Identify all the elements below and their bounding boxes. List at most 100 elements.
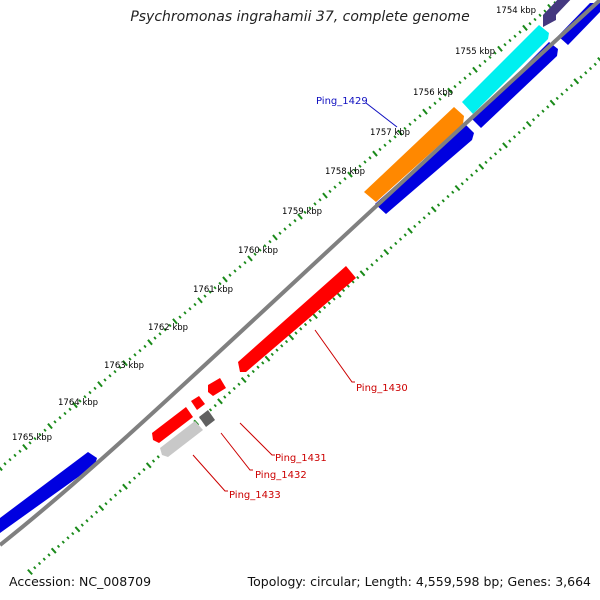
inner-minor-tick [66, 536, 70, 540]
outer-minor-tick [138, 348, 142, 353]
inner-minor-tick [90, 514, 94, 519]
gene-red-small-arrow[interactable] [191, 396, 205, 410]
inner-minor-tick [227, 391, 232, 395]
map-title: Psychromonas ingrahamii 37, complete gen… [130, 9, 470, 25]
outer-major-tick [47, 422, 53, 430]
outer-major-tick [197, 297, 203, 304]
outer-major-tick [397, 129, 403, 136]
inner-minor-tick [413, 224, 417, 229]
kbp-label-group: 1754 kbp 1755 kbp 1756 kbp 1757 kbp 1758 kbp… [12, 6, 536, 443]
outer-minor-tick [38, 432, 42, 437]
inner-minor-tick [579, 75, 583, 79]
outer-minor-tick [478, 63, 482, 68]
outer-minor-tick [133, 353, 137, 357]
outer-minor-tick [328, 189, 332, 194]
outer-minor-tick [43, 428, 47, 432]
inner-minor-tick [588, 66, 593, 71]
inner-major-tick [407, 227, 413, 234]
inner-minor-tick [370, 263, 374, 267]
gene-blue-arrow-top[interactable] [558, 3, 600, 45]
inner-minor-tick [213, 403, 217, 408]
gene-ping-1431-arrow[interactable] [208, 378, 226, 396]
inner-minor-tick [85, 519, 89, 523]
inner-minor-tick [484, 160, 488, 165]
gene-cyan-arrow[interactable] [462, 25, 549, 114]
kbp-label: 1765 kbp [12, 433, 52, 443]
callout-line-1429 [365, 102, 398, 128]
inner-minor-tick [541, 109, 545, 113]
kbp-label: 1754 kbp [496, 6, 536, 16]
inner-minor-tick [80, 523, 84, 527]
gene-label-ping-1433[interactable]: Ping_1433 [229, 490, 281, 501]
outer-minor-tick [503, 42, 507, 47]
gene-ping-1430-arrow[interactable] [238, 266, 356, 372]
inner-tick-ring [27, 56, 600, 576]
outer-minor-tick [58, 416, 62, 420]
inner-minor-tick [522, 126, 526, 130]
outer-major-tick [172, 318, 178, 325]
inner-major-tick [288, 334, 295, 341]
outer-minor-tick [158, 332, 162, 336]
outer-minor-tick [153, 336, 157, 340]
outer-minor-tick [253, 252, 257, 256]
outer-major-tick [422, 108, 428, 115]
gene-ping-1429-arrow[interactable] [364, 107, 464, 202]
inner-minor-tick [94, 510, 99, 514]
outer-minor-tick [388, 139, 392, 143]
inner-minor-tick [546, 105, 550, 109]
outer-minor-tick [528, 22, 532, 26]
gene-ping-1433-arrow[interactable] [152, 407, 193, 443]
outer-minor-tick [33, 437, 37, 441]
gene-blue-arrow-left[interactable] [0, 452, 97, 533]
outer-minor-tick [428, 105, 432, 110]
gene-blue-arrow-middle[interactable] [375, 124, 474, 214]
outer-major-tick [97, 381, 103, 388]
outer-minor-tick [53, 420, 57, 424]
gene-blue-arrow-upper[interactable] [472, 42, 558, 128]
outer-minor-tick [483, 59, 487, 64]
inner-major-tick [50, 547, 57, 554]
outer-minor-tick [88, 390, 92, 395]
inner-minor-tick [251, 369, 255, 374]
gene-label-ping-1429[interactable]: Ping_1429 [316, 96, 368, 107]
outer-minor-tick [218, 281, 222, 286]
outer-minor-tick [418, 114, 422, 118]
outer-minor-tick [508, 38, 512, 43]
inner-minor-tick [489, 156, 493, 160]
outer-minor-tick [18, 449, 22, 453]
inner-minor-tick [132, 476, 137, 480]
outer-minor-tick [63, 411, 67, 416]
gene-purple-arrow[interactable] [543, 0, 575, 27]
outer-minor-tick [393, 135, 397, 139]
outer-minor-tick [543, 9, 547, 13]
gene-label-ping-1431[interactable]: Ping_1431 [275, 453, 327, 464]
gene-ping-1433-pseudo-arrow[interactable] [160, 421, 203, 457]
inner-minor-tick [327, 301, 331, 305]
inner-minor-tick [142, 467, 146, 472]
gene-ping-1432-arrow[interactable] [199, 410, 215, 427]
outer-minor-tick [468, 72, 472, 76]
inner-minor-tick [261, 361, 265, 365]
outer-minor-tick [258, 248, 262, 252]
gene-label-ping-1430[interactable]: Ping_1430 [356, 383, 408, 394]
inner-minor-tick [379, 254, 384, 258]
inner-minor-tick [375, 258, 379, 263]
inner-minor-tick [280, 344, 284, 348]
inner-minor-tick [593, 62, 597, 66]
inner-minor-tick [308, 318, 312, 322]
inner-minor-tick [346, 284, 350, 288]
outer-minor-tick [188, 307, 192, 311]
outer-minor-tick [538, 13, 542, 17]
inner-minor-tick [470, 173, 474, 177]
outer-minor-tick [383, 143, 387, 147]
gene-label-ping-1432[interactable]: Ping_1432 [255, 470, 307, 481]
outer-minor-tick [403, 126, 407, 131]
outer-minor-tick [488, 55, 492, 59]
callout-line-1432 [220, 432, 253, 471]
inner-major-tick [430, 206, 437, 213]
inner-minor-tick [565, 88, 569, 92]
kbp-label: 1763 kbp [104, 361, 144, 371]
inner-minor-tick [498, 147, 502, 152]
outer-minor-tick [343, 177, 347, 181]
outer-major-tick [472, 66, 478, 73]
